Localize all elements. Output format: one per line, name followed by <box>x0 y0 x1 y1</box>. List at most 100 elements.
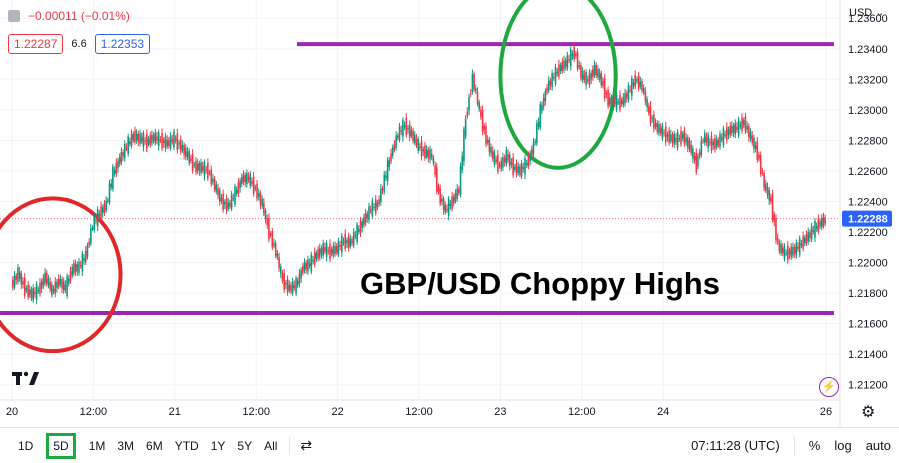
price-candle <box>127 136 129 154</box>
price-candle <box>798 238 801 255</box>
price-candle <box>140 137 143 142</box>
buy-price-button[interactable]: 1.22353 <box>94 34 151 54</box>
price-candle <box>759 155 762 175</box>
price-candle <box>607 90 609 107</box>
auto-toggle[interactable]: auto <box>865 438 891 453</box>
timeframe-5y-button[interactable]: 5Y <box>237 438 253 453</box>
price-candle <box>659 127 662 134</box>
price-candle <box>320 248 323 255</box>
timeframe-ytd-button[interactable]: YTD <box>174 438 199 453</box>
price-candle <box>709 141 711 144</box>
price-candle <box>787 245 789 260</box>
timeframe-3m-button[interactable]: 3M <box>117 438 135 453</box>
price-candle <box>820 217 823 228</box>
price-candle <box>629 89 631 91</box>
gear-icon[interactable]: ⚙ <box>861 404 876 421</box>
time-tick-label: 12:00 <box>80 406 108 418</box>
price-candle <box>612 96 614 107</box>
price-candle <box>98 213 101 217</box>
price-candle <box>13 275 16 287</box>
price-tick-label: 1.22600 <box>848 166 888 178</box>
timeframe-6m-button[interactable]: 6M <box>146 438 163 453</box>
price-candle <box>269 233 272 236</box>
price-candle <box>588 73 591 86</box>
price-candle <box>622 96 625 106</box>
price-candle <box>734 123 737 135</box>
price-candle <box>408 124 411 138</box>
price-candle <box>181 145 184 151</box>
price-candle <box>569 49 572 67</box>
price-candle <box>580 65 582 79</box>
currency-selector[interactable]: USD ⌄ <box>849 7 885 19</box>
price-candle <box>261 199 263 207</box>
chart-annotations: GBP/USD Choppy Highs <box>0 0 834 354</box>
price-candle <box>84 250 87 263</box>
timeframe-1d-button[interactable]: 1D <box>18 438 34 453</box>
price-candle <box>576 52 579 69</box>
price-candle <box>91 228 94 230</box>
price-candle <box>129 141 131 144</box>
price-candle <box>658 124 660 134</box>
price-candle <box>62 281 65 291</box>
price-candle <box>281 273 284 281</box>
price-candle <box>364 213 367 224</box>
price-candle <box>271 231 274 248</box>
percent-toggle[interactable]: % <box>808 438 821 453</box>
price-candle <box>234 186 236 205</box>
price-candle <box>208 172 211 174</box>
price-candle <box>530 149 533 157</box>
sell-price-button[interactable]: 1.22287 <box>8 34 64 54</box>
price-candle <box>502 157 504 168</box>
price-candle <box>264 210 267 219</box>
timeframe-1y-button[interactable]: 1Y <box>210 438 226 453</box>
price-candle <box>230 194 233 209</box>
price-candle <box>40 281 43 289</box>
price-candle <box>381 188 384 190</box>
price-candle <box>642 87 645 93</box>
price-candle <box>592 69 594 78</box>
price-candle <box>386 159 389 181</box>
price-candle <box>559 65 562 72</box>
price-candle <box>597 69 599 78</box>
date-range-icon[interactable]: ⇄ <box>300 437 313 453</box>
timeframe-1m-button[interactable]: 1M <box>88 438 106 453</box>
price-candle <box>670 134 672 141</box>
price-candle <box>581 70 584 81</box>
visibility-eye-icon[interactable] <box>8 10 20 22</box>
timeframe-5d-button[interactable]: 5D <box>46 432 76 459</box>
price-candle <box>573 46 575 60</box>
price-candle <box>308 263 311 266</box>
price-candle <box>424 145 426 159</box>
price-candle <box>312 259 314 262</box>
price-candle <box>244 174 246 183</box>
chart-annotation-text: GBP/USD Choppy Highs <box>360 266 720 301</box>
price-candle <box>764 183 767 191</box>
lightning-icon[interactable]: ⚡ <box>819 377 839 397</box>
price-candle <box>332 245 335 256</box>
price-candle <box>468 96 470 111</box>
price-candle <box>135 133 138 141</box>
price-candle <box>420 140 423 157</box>
log-toggle[interactable]: log <box>834 438 852 453</box>
price-candle <box>151 134 153 144</box>
price-candle <box>161 133 163 149</box>
timeframe-all-button[interactable]: All <box>264 438 278 453</box>
price-candle <box>654 122 657 127</box>
price-candle <box>473 74 475 90</box>
price-candle <box>493 152 496 165</box>
price-candle <box>403 125 406 128</box>
price-candle <box>88 241 90 246</box>
utc-clock[interactable]: 07:11:28 (UTC) <box>691 438 780 453</box>
price-candle <box>66 276 68 296</box>
price-candle <box>746 126 748 130</box>
price-candle <box>780 244 782 254</box>
price-candle <box>547 80 550 91</box>
price-candle <box>724 134 726 136</box>
price-candle <box>620 100 623 105</box>
price-candle <box>683 130 686 144</box>
price-candle <box>727 129 730 135</box>
green-circle-annotation <box>498 0 618 170</box>
price-candle <box>804 237 806 244</box>
price-candle <box>251 181 253 184</box>
